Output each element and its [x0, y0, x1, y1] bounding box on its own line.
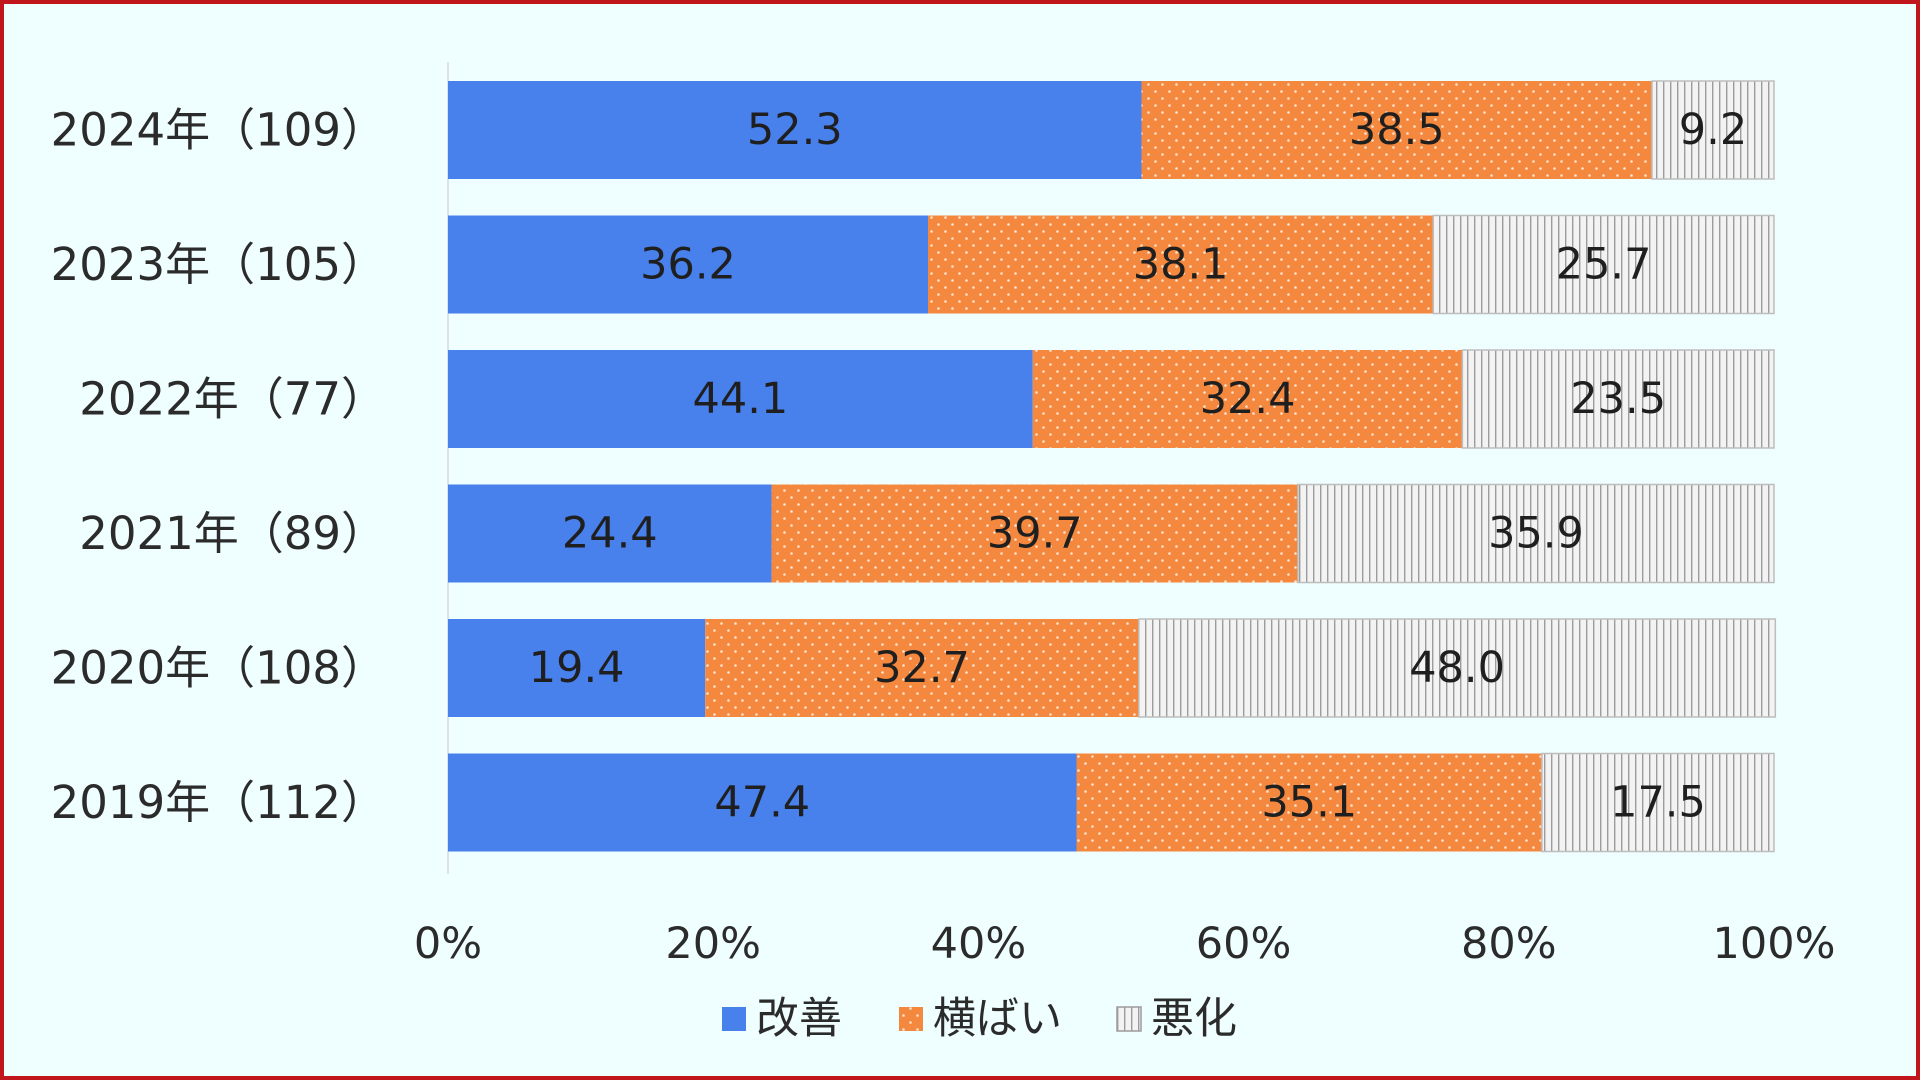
x-tick-label: 0%: [414, 919, 482, 969]
bar-2022-77-series-2: [1461, 349, 1775, 449]
legend-swatch-0: [722, 1007, 746, 1031]
legend-swatch-2: [1116, 1006, 1142, 1032]
data-label: 35.9: [1488, 509, 1584, 559]
bar-2024-109-series-1: [1141, 81, 1653, 179]
data-label: 47.4: [714, 778, 810, 828]
legend-label: 悪化: [1151, 994, 1237, 1044]
data-label: 24.4: [562, 509, 658, 559]
bar-2019-112-series-0: [448, 753, 1077, 852]
bar-2023-105-series-2: [1432, 214, 1775, 315]
category-label: 2020年（108）: [51, 642, 386, 695]
bar-2020-108-series-1: [705, 619, 1139, 717]
data-label: 32.4: [1200, 374, 1296, 424]
bar-2019-112-series-2: [1541, 752, 1775, 853]
data-label: 38.1: [1133, 240, 1229, 290]
category-label: 2022年（77）: [79, 373, 386, 426]
stacked-bar-chart: 2024年（109） 52.3 38.5 9.2 2023年（105） 36.2 38.1 2…: [51, 62, 1836, 1044]
bar-2019-112-series-1: [1076, 753, 1542, 852]
legend-label: 横ばい: [933, 994, 1062, 1044]
data-label: 38.5: [1349, 105, 1445, 155]
bar-2021-89-series-1: [771, 484, 1298, 583]
bar-2023-105-series-0: [448, 215, 929, 314]
legend-label: 改善: [756, 994, 842, 1044]
data-label: 23.5: [1570, 374, 1666, 424]
data-label: 32.7: [874, 643, 970, 693]
data-label: 17.5: [1610, 778, 1706, 828]
data-label: 9.2: [1679, 105, 1747, 155]
legend-swatch-1: [899, 1007, 923, 1031]
x-tick-label: 60%: [1196, 919, 1292, 969]
data-label: 35.1: [1261, 778, 1357, 828]
category-label: 2023年（105）: [51, 238, 386, 291]
data-label: 36.2: [640, 240, 736, 290]
category-label: 2024年（109）: [51, 104, 386, 157]
bar-2021-89-series-0: [448, 484, 772, 583]
bar-2024-109-series-2: [1651, 80, 1775, 180]
data-label: 52.3: [747, 105, 843, 155]
legend: 改善 横ばい 悪化: [722, 994, 1237, 1044]
category-label: 2019年（112）: [51, 776, 386, 829]
data-label: 44.1: [693, 374, 789, 424]
bar-2023-105-series-1: [928, 215, 1434, 314]
data-label: 48.0: [1409, 643, 1505, 693]
x-tick-label: 80%: [1461, 919, 1557, 969]
x-tick-label: 40%: [931, 919, 1027, 969]
bar-2022-77-series-1: [1032, 350, 1463, 448]
bar-2024-109-series-0: [448, 81, 1142, 179]
category-label: 2021年（89）: [79, 507, 386, 560]
bar-2022-77-series-0: [448, 350, 1033, 448]
bar-2020-108-series-2: [1138, 618, 1777, 718]
plot-area: 2024年（109） 52.3 38.5 9.2 2023年（105） 36.2 38.1 2…: [51, 62, 1836, 969]
x-tick-label: 20%: [665, 919, 761, 969]
x-tick-label: 100%: [1713, 919, 1836, 969]
data-label: 25.7: [1556, 240, 1652, 290]
data-label: 19.4: [529, 643, 625, 693]
bar-2020-108-series-0: [448, 619, 706, 717]
data-label: 39.7: [987, 509, 1083, 559]
bar-2021-89-series-2: [1297, 483, 1775, 584]
